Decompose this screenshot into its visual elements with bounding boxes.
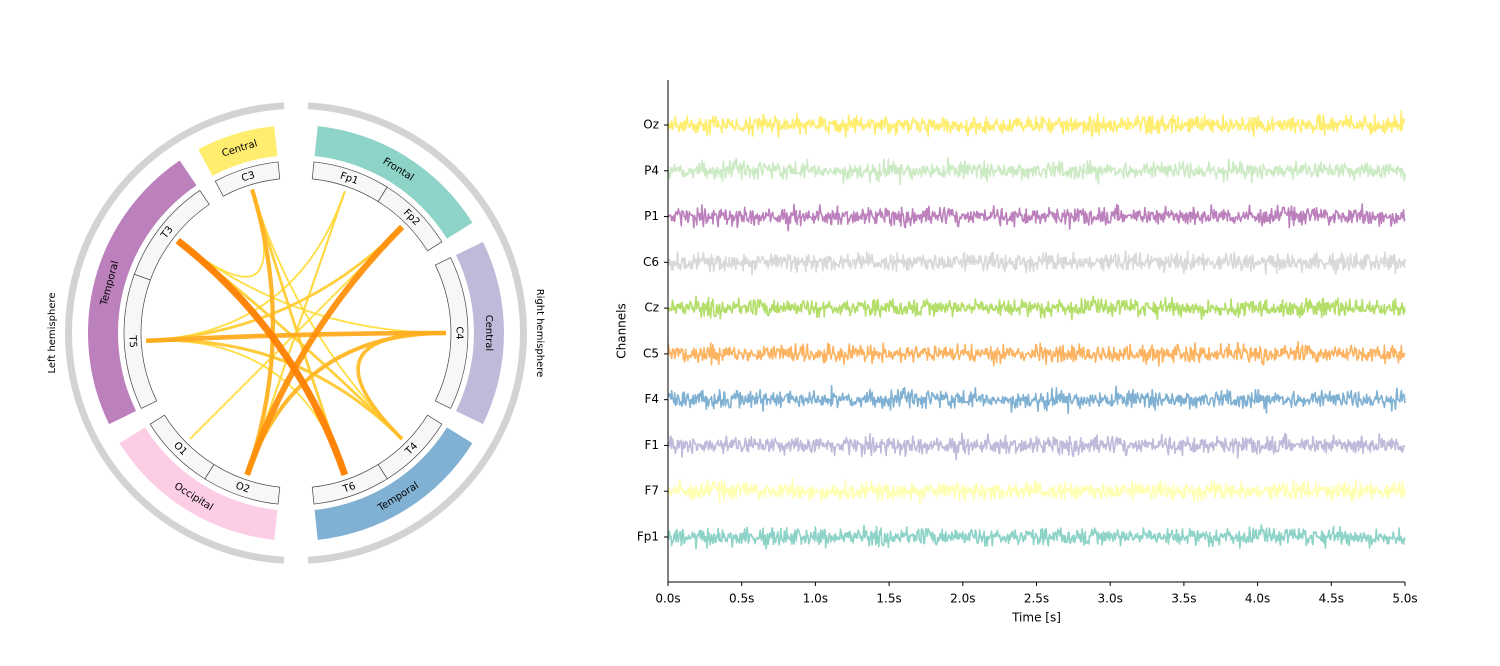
- connection-t3-t6: [175, 237, 349, 476]
- trace-c6: [667, 250, 1406, 276]
- connection-c4-t5: [146, 330, 447, 344]
- y-tick-label-cz: Cz: [644, 301, 659, 315]
- trace-c5: [667, 340, 1406, 367]
- region-label-central: Central: [483, 315, 494, 351]
- channel-segment-c4: [434, 257, 469, 409]
- x-tick-label-2: 1.0s: [803, 592, 828, 606]
- x-tick-label-8: 4.0s: [1245, 592, 1270, 606]
- channel-segment-t6: [311, 463, 388, 505]
- connection-fp2-o2: [244, 224, 405, 476]
- y-tick-label-f7: F7: [644, 484, 659, 498]
- channel-segment-fp2: [377, 186, 443, 252]
- y-tick-label-f4: F4: [644, 392, 659, 406]
- x-axis-label: Time [s]: [1011, 611, 1061, 625]
- channel-label-o2: O2: [234, 481, 251, 496]
- x-tick-label-1: 0.5s: [729, 592, 754, 606]
- y-tick-label-fp1: Fp1: [637, 530, 659, 544]
- x-tick-label-0: 0.0s: [655, 592, 680, 606]
- y-tick-label-p1: P1: [644, 209, 659, 223]
- region-frontal-0: [314, 126, 473, 239]
- x-tick-label-7: 3.5s: [1171, 592, 1196, 606]
- y-tick-label-p4: P4: [644, 163, 659, 177]
- x-tick-label-4: 2.0s: [950, 592, 975, 606]
- hemisphere-label-right: Right hemisphere: [534, 289, 545, 378]
- y-tick-label-f1: F1: [644, 438, 659, 452]
- x-tick-label-10: 5.0s: [1392, 592, 1417, 606]
- trace-cz: [667, 295, 1406, 321]
- region-occipital-3: [119, 427, 278, 540]
- channel-segment-o1: [149, 414, 215, 480]
- trace-f7: [667, 477, 1406, 505]
- x-tick-label-5: 2.5s: [1024, 592, 1049, 606]
- y-tick-label-c6: C6: [643, 255, 659, 269]
- trace-f4: [667, 384, 1406, 415]
- trace-p4: [667, 156, 1406, 186]
- y-tick-label-oz: Oz: [643, 118, 659, 132]
- region-central-5: [198, 126, 278, 176]
- region-temporal-2: [314, 427, 473, 540]
- channel-label-t5: T5: [126, 334, 138, 348]
- channel-label-c3: C3: [240, 170, 256, 184]
- region-central-1: [455, 241, 505, 425]
- x-tick-label-9: 4.5s: [1319, 592, 1344, 606]
- channel-label-t6: T6: [341, 481, 357, 496]
- trace-fp1: [667, 524, 1406, 550]
- x-tick-label-3: 1.5s: [876, 592, 901, 606]
- eeg-trace-plot: Oz P4 P1 C6 Cz C5 F4 F1 F7 Fp1 0.0s 0.5s 1.0s 1.5s 2.0…: [615, 80, 1418, 625]
- channel-label-c4: C4: [454, 326, 465, 339]
- x-tick-label-6: 3.0s: [1098, 592, 1123, 606]
- channel-segment-t3: [133, 189, 210, 281]
- trace-oz: [667, 110, 1406, 138]
- trace-p1: [667, 203, 1406, 232]
- trace-f1: [667, 432, 1406, 461]
- channel-segment-c3: [214, 161, 281, 197]
- y-axis-label: Channels: [615, 303, 629, 359]
- hemisphere-label-left: Left hemisphere: [47, 292, 58, 373]
- region-temporal-4: [87, 160, 197, 425]
- y-tick-label-c5: C5: [643, 346, 659, 360]
